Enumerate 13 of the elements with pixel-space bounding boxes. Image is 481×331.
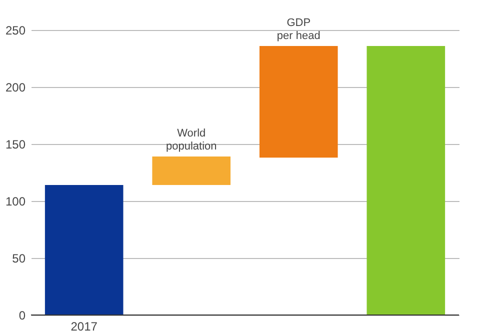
bar	[366, 46, 446, 315]
bar	[152, 156, 231, 186]
bar	[44, 185, 124, 315]
y-tick-label: 100	[5, 194, 26, 208]
bar	[259, 46, 338, 158]
y-tick-label: 0	[18, 308, 26, 322]
annotation: World population	[166, 128, 217, 153]
y-tick-label: 150	[5, 138, 26, 152]
y-tick-label: 200	[5, 80, 26, 94]
annotation: GDP per head	[276, 16, 320, 42]
y-tick-label: 250	[5, 24, 26, 38]
x-tick-label: 2017	[70, 320, 98, 331]
y-tick-label: 50	[12, 252, 26, 266]
